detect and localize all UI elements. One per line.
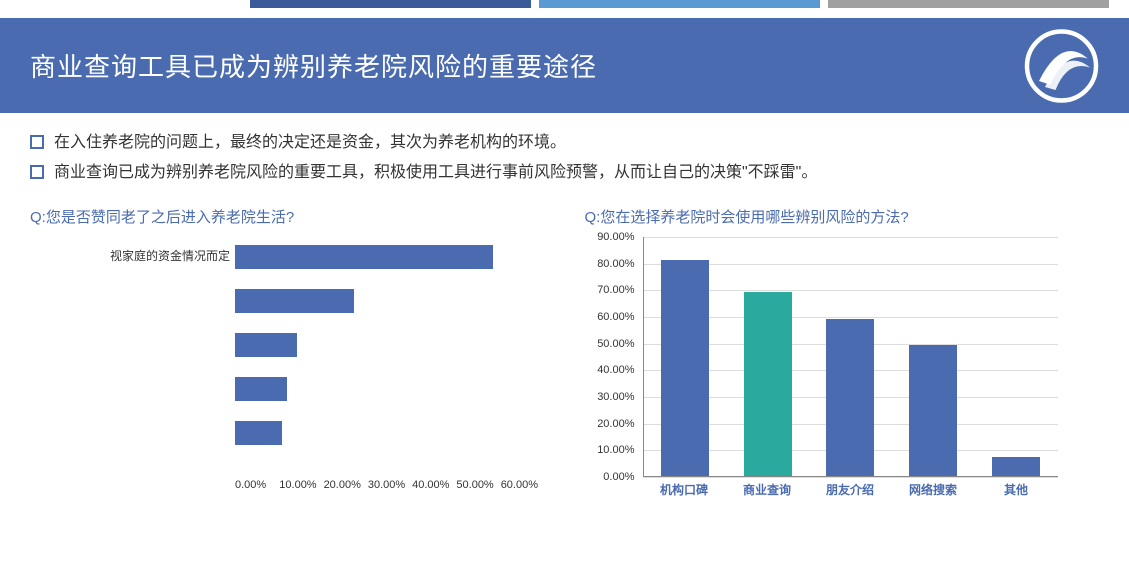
vbar-xtick: 其他 [992,481,1040,498]
vbar-xaxis: 机构口碑 商业查询 朋友介绍 网络搜索 其他 [643,481,1058,498]
chart-left: Q:您是否赞同老了之后进入养老院生活? 视家庭的资金情况而定 0.00%10.0… [30,206,545,517]
vbar-bar [909,345,957,476]
hbar-bar [235,333,297,357]
hbar-bar [235,421,282,445]
stripe-2 [539,0,820,8]
hbar-plot-area [235,245,545,477]
chart-right: Q:您在选择养老院时会使用哪些辨别风险的方法? 0.00% 10.00% 20.00… [585,206,1100,517]
charts-row: Q:您是否赞同老了之后进入养老院生活? 视家庭的资金情况而定 0.00%10.0… [0,201,1129,517]
vbar-yaxis: 0.00%10.00%20.00%30.00%40.00%50.00%60.00… [585,237,640,477]
top-stripe-row [0,0,1129,8]
hbar-xtick: 60.00% [501,479,545,491]
vbar-chart: 0.00% 10.00% 20.00% 30.00% 40.00% 50.00% 60.00… [585,237,1065,517]
vbar-bar [661,260,709,476]
vbar-gridline [643,477,1058,478]
square-bullet-icon [30,135,44,149]
header-bar: 商业查询工具已成为辨别养老院风险的重要途径 [0,18,1129,113]
stripe-3 [828,0,1109,8]
hbar-category-label: 视家庭的资金情况而定 [30,247,230,264]
bullet-text: 商业查询已成为辨别养老院风险的重要工具，积极使用工具进行事前风险预警，从而让自己… [54,161,817,185]
hbar-bar [235,377,287,401]
square-bullet-icon [30,165,44,179]
page-title: 商业查询工具已成为辨别养老院风险的重要途径 [30,47,597,84]
hbar-bar [235,245,493,269]
vbar-plot-area [643,237,1058,477]
vbar-xtick: 机构口碑 [660,481,708,498]
vbar-ytick: 50.00% [597,338,634,350]
chart-left-question: Q:您是否赞同老了之后进入养老院生活? [30,206,545,227]
hbar-xaxis: 0.00%10.00%20.00%30.00%40.00%50.00%60.00… [235,479,545,491]
vbar-ytick: 20.00% [597,418,634,430]
hbar-bar [235,289,354,313]
vbar-xtick: 商业查询 [743,481,791,498]
vbar-ytick: 70.00% [597,284,634,296]
vbar-bar [744,292,792,476]
logo-icon [1024,28,1099,103]
vbar-ytick: 0.00% [603,471,634,483]
vbar-ytick: 90.00% [597,231,634,243]
bullet-text: 在入住养老院的问题上，最终的决定还是资金，其次为养老机构的环境。 [54,131,566,155]
vbar-bar [826,319,874,476]
hbar-xtick: 20.00% [324,479,368,491]
hbar-chart: 视家庭的资金情况而定 0.00%10.00%20.00%30.00%40.00%… [30,237,545,507]
hbar-xtick: 10.00% [279,479,323,491]
bullet-item: 在入住养老院的问题上，最终的决定还是资金，其次为养老机构的环境。 [30,131,1099,155]
bullet-list: 在入住养老院的问题上，最终的决定还是资金，其次为养老机构的环境。 商业查询已成为… [0,113,1129,201]
vbar-ytick: 60.00% [597,311,634,323]
vbar-ytick: 80.00% [597,258,634,270]
bullet-item: 商业查询已成为辨别养老院风险的重要工具，积极使用工具进行事前风险预警，从而让自己… [30,161,1099,185]
stripe-1 [250,0,531,8]
vbar-xtick: 网络搜索 [909,481,957,498]
hbar-xtick: 30.00% [368,479,412,491]
vbar-xtick: 朋友介绍 [826,481,874,498]
chart-right-question: Q:您在选择养老院时会使用哪些辨别风险的方法? [585,206,1100,227]
vbar-ytick: 10.00% [597,444,634,456]
hbar-xtick: 0.00% [235,479,279,491]
hbar-xtick: 50.00% [456,479,500,491]
vbar-ytick: 40.00% [597,364,634,376]
hbar-xtick: 40.00% [412,479,456,491]
vbar-ytick: 30.00% [597,391,634,403]
vbar-bar [992,457,1040,476]
